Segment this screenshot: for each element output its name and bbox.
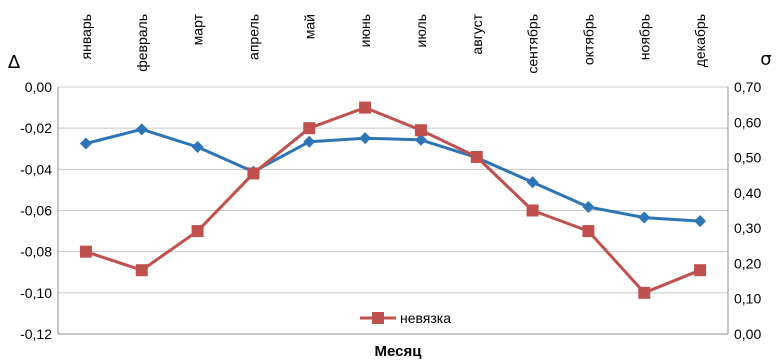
data-point (359, 101, 372, 114)
left-tick-label: -0,08 (20, 244, 52, 260)
data-point (694, 215, 707, 228)
left-tick-label: -0,02 (20, 120, 52, 136)
left-tick-label: -0,04 (20, 161, 52, 177)
category-label: ноябрь (636, 14, 652, 60)
category-label: сентябрь (525, 14, 541, 74)
data-point (79, 137, 92, 150)
left-axis-label: Δ (8, 52, 21, 73)
data-point (359, 132, 372, 145)
left-tick-label: -0,12 (20, 326, 52, 342)
left-tick-label: 0,00 (25, 79, 52, 95)
data-point (79, 245, 92, 258)
data-point (135, 264, 148, 277)
data-point (414, 133, 427, 146)
category-label: декабрь (692, 14, 708, 67)
right-tick-label: 0,70 (734, 79, 761, 95)
right-axis-ticks: 0,70 0,60 0,50 0,40 0,30 0,20 0,10 0,00 (734, 79, 761, 342)
right-tick-label: 0,60 (734, 114, 761, 130)
right-tick-label: 0,30 (734, 220, 761, 236)
data-point (135, 123, 148, 136)
category-label: август (469, 13, 485, 54)
data-point (191, 225, 204, 238)
data-point (638, 286, 651, 299)
data-point (526, 204, 539, 217)
legend-marker (372, 312, 384, 324)
category-label: июнь (357, 14, 373, 47)
category-label: апрель (245, 14, 261, 60)
right-tick-label: 0,10 (734, 291, 761, 307)
left-tick-label: -0,10 (20, 285, 52, 301)
left-tick-label: -0,06 (20, 203, 52, 219)
category-label: июль (413, 14, 429, 47)
data-point (303, 135, 316, 148)
data-point (247, 167, 260, 180)
right-tick-label: 0,50 (734, 150, 761, 166)
data-point (414, 124, 427, 137)
category-label: май (301, 14, 317, 39)
right-tick-label: 0,40 (734, 185, 761, 201)
data-point (470, 150, 483, 163)
category-label: март (190, 13, 206, 45)
data-point (582, 225, 595, 238)
gridlines (57, 86, 729, 335)
category-axis-ticks: январь февраль март апрель май июнь июль август… (78, 13, 708, 73)
left-axis-ticks: 0,00 -0,02 -0,04 -0,06 -0,08 -0,10 -0,12 (20, 79, 52, 342)
data-point (694, 264, 707, 277)
data-point (191, 140, 204, 153)
data-point (303, 122, 316, 135)
x-axis-title: Месяц (375, 343, 423, 360)
series-line (85, 127, 701, 223)
legend-label: невязка (400, 310, 451, 326)
data-point (582, 200, 595, 213)
right-tick-label: 0,00 (734, 326, 761, 342)
right-axis-label: σ (760, 49, 771, 70)
right-tick-label: 0,20 (734, 255, 761, 271)
category-label: январь (78, 14, 94, 59)
legend: невязка (360, 310, 451, 326)
data-point (638, 211, 651, 224)
data-point (526, 176, 539, 189)
category-label: октябрь (580, 14, 596, 65)
series-line (85, 106, 701, 295)
category-label: февраль (134, 14, 150, 72)
series-layer (79, 101, 707, 299)
